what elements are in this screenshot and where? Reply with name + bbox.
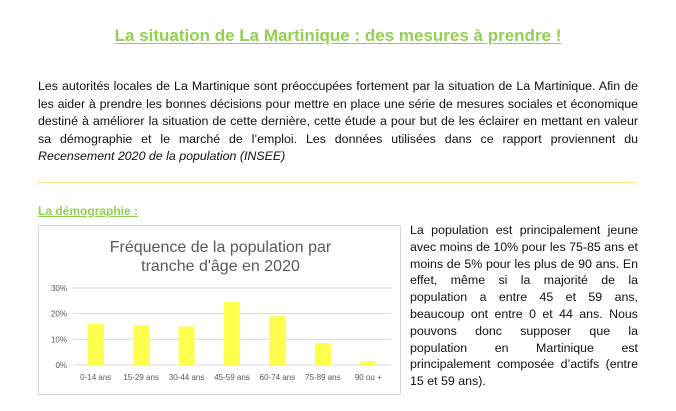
x-tick-label: 90 ou + (355, 373, 382, 382)
page-title: La situation de La Martinique : des mesu… (114, 26, 562, 45)
chart-title-line-1: Fréquence de la population par (109, 239, 332, 256)
section-title: La démographie : (38, 204, 139, 218)
x-tick-label: 30-44 ans (169, 373, 205, 382)
bar-30-44-ans (178, 326, 195, 365)
bar-90-ou- (360, 361, 377, 365)
demography-paragraph: La population est principalement jeune a… (410, 223, 638, 389)
bar-60-74-ans (269, 316, 286, 365)
y-tick-label: 0% (55, 361, 67, 370)
x-tick-label: 0-14 ans (80, 373, 111, 382)
intro-text: Les autorités locales de La Martinique s… (38, 79, 638, 146)
chart-title-line-2: tranche d'âge en 2020 (141, 258, 300, 275)
intro-source: Recensement 2020 de la population (INSEE… (38, 149, 286, 163)
y-tick-label: 30% (51, 284, 67, 293)
y-tick-label: 10% (51, 335, 67, 344)
chart-title: Fréquence de la population par tranche d… (39, 238, 402, 276)
x-tick-label: 60-74 ans (260, 373, 296, 382)
chart-plot: 0% 10% 20% 30% 0-14 ans 15-29 ans 30-44 ans 45-… (51, 284, 391, 382)
bar-75-89-ans (314, 343, 331, 365)
bar-15-29-ans (133, 325, 150, 365)
intro-paragraph: Les autorités locales de La Martinique s… (38, 78, 638, 166)
x-tick-label: 75-89 ans (305, 373, 341, 382)
divider (38, 182, 636, 183)
x-tick-label: 15-29 ans (123, 373, 159, 382)
bar-45-59-ans (224, 302, 240, 365)
bar-0-14-ans (87, 323, 104, 365)
y-tick-label: 20% (51, 310, 67, 319)
age-frequency-chart: Fréquence de la population par tranche d… (38, 225, 401, 395)
x-tick-label: 45-59 ans (214, 373, 250, 382)
